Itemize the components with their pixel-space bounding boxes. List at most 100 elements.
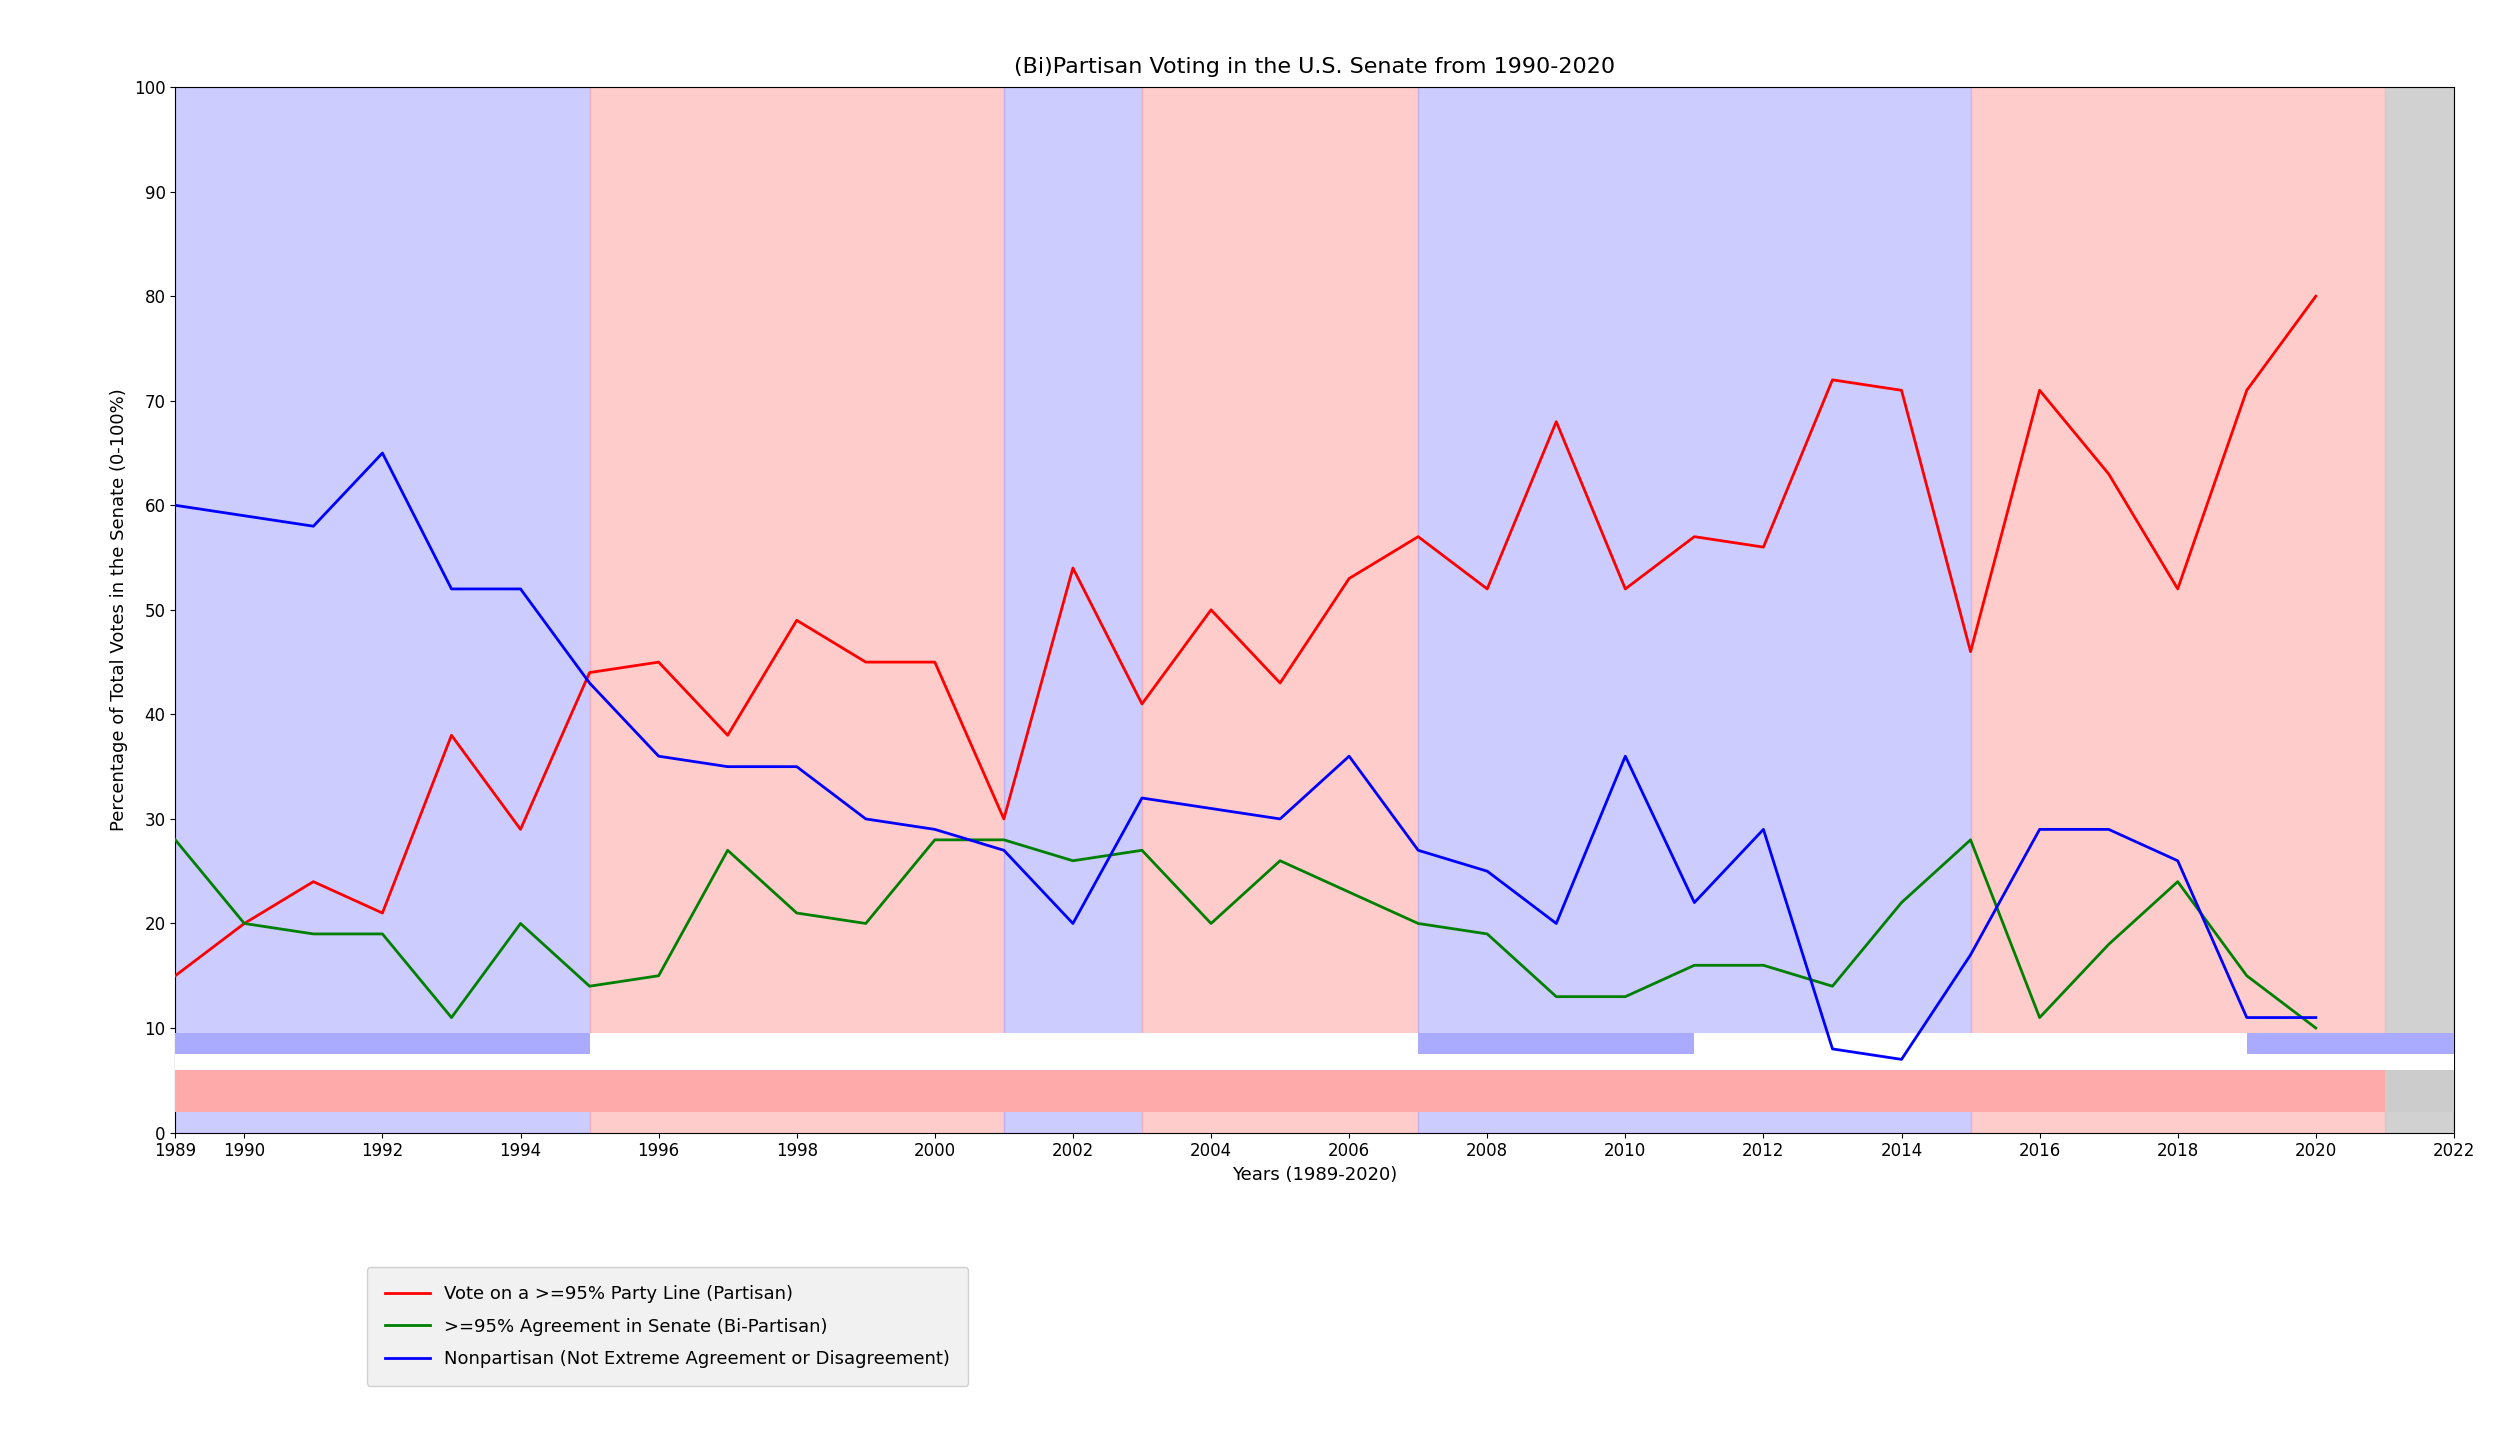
Vote on a >=95% Party Line (Partisan) — [2093, 465, 2123, 482]
Nonpartisan (Not Extreme Agreement or Disagreement) — [2231, 1009, 2261, 1027]
Nonpartisan (Not Extreme Agreement or Disagreement) — [2163, 852, 2194, 870]
Bar — [175, 87, 588, 1133]
Bar — [588, 1070, 1004, 1112]
Bar — [1971, 1070, 2108, 1112]
Line: Nonpartisan (Not Extreme Agreement or Disagreement): Nonpartisan (Not Extreme Agreement or Di… — [175, 453, 2316, 1060]
Nonpartisan (Not Extreme Agreement or Disagreement) — [1265, 810, 1295, 828]
Y-axis label: Percentage of Total Votes in the Senate (0-100%): Percentage of Total Votes in the Senate … — [110, 389, 128, 831]
Vote on a >=95% Party Line (Partisan) — [1265, 674, 1295, 691]
>=95% Agreement in Senate (Bi-Partisan) — [298, 925, 328, 942]
Bar — [175, 1054, 2454, 1070]
>=95% Agreement in Senate (Bi-Partisan) — [989, 831, 1019, 848]
Nonpartisan (Not Extreme Agreement or Disagreement) — [989, 842, 1019, 860]
Bar — [1417, 1070, 1557, 1112]
Nonpartisan (Not Extreme Agreement or Disagreement) — [1886, 1051, 1916, 1069]
Nonpartisan (Not Extreme Agreement or Disagreement) — [2026, 820, 2056, 838]
>=95% Agreement in Senate (Bi-Partisan) — [781, 905, 811, 922]
Bar — [1004, 87, 1142, 1133]
>=95% Agreement in Senate (Bi-Partisan) — [1748, 957, 1778, 974]
>=95% Agreement in Senate (Bi-Partisan) — [1610, 987, 1640, 1005]
Vote on a >=95% Party Line (Partisan) — [1886, 382, 1916, 399]
Line: >=95% Agreement in Senate (Bi-Partisan): >=95% Agreement in Senate (Bi-Partisan) — [175, 839, 2316, 1028]
Bar — [1142, 1070, 1417, 1112]
Bar — [1971, 87, 2384, 1133]
Vote on a >=95% Party Line (Partisan) — [644, 653, 674, 671]
Bar — [1142, 87, 1417, 1133]
>=95% Agreement in Senate (Bi-Partisan) — [1956, 831, 1986, 848]
Title: (Bi)Partisan Voting in the U.S. Senate from 1990-2020: (Bi)Partisan Voting in the U.S. Senate f… — [1014, 57, 1615, 77]
>=95% Agreement in Senate (Bi-Partisan) — [2301, 1019, 2331, 1037]
Vote on a >=95% Party Line (Partisan) — [714, 726, 744, 743]
Vote on a >=95% Party Line (Partisan) — [1956, 643, 1986, 661]
Vote on a >=95% Party Line (Partisan) — [1335, 569, 1365, 587]
Bar — [1971, 1034, 2246, 1054]
Nonpartisan (Not Extreme Agreement or Disagreement) — [1402, 842, 1432, 860]
>=95% Agreement in Senate (Bi-Partisan) — [1402, 915, 1432, 932]
Nonpartisan (Not Extreme Agreement or Disagreement) — [506, 581, 536, 598]
>=95% Agreement in Senate (Bi-Partisan) — [919, 831, 949, 848]
Vote on a >=95% Party Line (Partisan) — [1127, 696, 1157, 713]
Vote on a >=95% Party Line (Partisan) — [1472, 581, 1502, 598]
Nonpartisan (Not Extreme Agreement or Disagreement) — [1197, 800, 1227, 817]
>=95% Agreement in Senate (Bi-Partisan) — [1886, 894, 1916, 912]
Nonpartisan (Not Extreme Agreement or Disagreement) — [919, 820, 949, 838]
>=95% Agreement in Senate (Bi-Partisan) — [644, 967, 674, 984]
Bar — [1417, 1034, 1695, 1054]
Nonpartisan (Not Extreme Agreement or Disagreement) — [436, 581, 466, 598]
Vote on a >=95% Party Line (Partisan) — [1748, 539, 1778, 556]
>=95% Agreement in Senate (Bi-Partisan) — [1680, 957, 1710, 974]
Vote on a >=95% Party Line (Partisan) — [851, 653, 881, 671]
Vote on a >=95% Party Line (Partisan) — [506, 820, 536, 838]
Vote on a >=95% Party Line (Partisan) — [989, 810, 1019, 828]
>=95% Agreement in Senate (Bi-Partisan) — [573, 977, 603, 995]
>=95% Agreement in Senate (Bi-Partisan) — [851, 915, 881, 932]
Nonpartisan (Not Extreme Agreement or Disagreement) — [2301, 1009, 2331, 1027]
Nonpartisan (Not Extreme Agreement or Disagreement) — [2093, 820, 2123, 838]
>=95% Agreement in Senate (Bi-Partisan) — [1818, 977, 1848, 995]
>=95% Agreement in Senate (Bi-Partisan) — [1265, 852, 1295, 870]
Nonpartisan (Not Extreme Agreement or Disagreement) — [1956, 947, 1986, 964]
>=95% Agreement in Senate (Bi-Partisan) — [1542, 987, 1573, 1005]
>=95% Agreement in Senate (Bi-Partisan) — [1197, 915, 1227, 932]
Vote on a >=95% Party Line (Partisan) — [2163, 581, 2194, 598]
Nonpartisan (Not Extreme Agreement or Disagreement) — [298, 517, 328, 534]
Bar — [2384, 87, 2454, 1133]
Vote on a >=95% Party Line (Partisan) — [2231, 382, 2261, 399]
Bar — [2384, 1070, 2454, 1112]
Nonpartisan (Not Extreme Agreement or Disagreement) — [851, 810, 881, 828]
Line: Vote on a >=95% Party Line (Partisan): Vote on a >=95% Party Line (Partisan) — [175, 296, 2316, 976]
X-axis label: Years (1989-2020): Years (1989-2020) — [1232, 1166, 1397, 1183]
>=95% Agreement in Senate (Bi-Partisan) — [1472, 925, 1502, 942]
Vote on a >=95% Party Line (Partisan) — [230, 915, 260, 932]
Nonpartisan (Not Extreme Agreement or Disagreement) — [1680, 894, 1710, 912]
Bar — [588, 1034, 1417, 1054]
Bar — [2246, 1034, 2384, 1054]
>=95% Agreement in Senate (Bi-Partisan) — [2231, 967, 2261, 984]
Vote on a >=95% Party Line (Partisan) — [298, 873, 328, 890]
>=95% Agreement in Senate (Bi-Partisan) — [1335, 883, 1365, 900]
Nonpartisan (Not Extreme Agreement or Disagreement) — [644, 748, 674, 765]
Vote on a >=95% Party Line (Partisan) — [1610, 581, 1640, 598]
Bar — [2384, 1034, 2454, 1054]
Bar — [1004, 1070, 1142, 1112]
>=95% Agreement in Senate (Bi-Partisan) — [436, 1009, 466, 1027]
Vote on a >=95% Party Line (Partisan) — [1680, 529, 1710, 546]
>=95% Agreement in Senate (Bi-Partisan) — [2093, 935, 2123, 953]
>=95% Agreement in Senate (Bi-Partisan) — [714, 842, 744, 860]
Nonpartisan (Not Extreme Agreement or Disagreement) — [368, 444, 398, 462]
Bar — [2108, 1070, 2384, 1112]
Vote on a >=95% Party Line (Partisan) — [2301, 287, 2331, 305]
Nonpartisan (Not Extreme Agreement or Disagreement) — [230, 507, 260, 524]
Nonpartisan (Not Extreme Agreement or Disagreement) — [1748, 820, 1778, 838]
Vote on a >=95% Party Line (Partisan) — [160, 967, 190, 984]
Nonpartisan (Not Extreme Agreement or Disagreement) — [573, 674, 603, 691]
>=95% Agreement in Senate (Bi-Partisan) — [160, 831, 190, 848]
Vote on a >=95% Party Line (Partisan) — [573, 664, 603, 681]
Nonpartisan (Not Extreme Agreement or Disagreement) — [1127, 790, 1157, 807]
Bar — [1695, 1034, 1971, 1054]
Vote on a >=95% Party Line (Partisan) — [2026, 382, 2056, 399]
Bar — [588, 87, 1004, 1133]
Nonpartisan (Not Extreme Agreement or Disagreement) — [1610, 748, 1640, 765]
Vote on a >=95% Party Line (Partisan) — [919, 653, 949, 671]
Bar — [1417, 87, 1971, 1133]
